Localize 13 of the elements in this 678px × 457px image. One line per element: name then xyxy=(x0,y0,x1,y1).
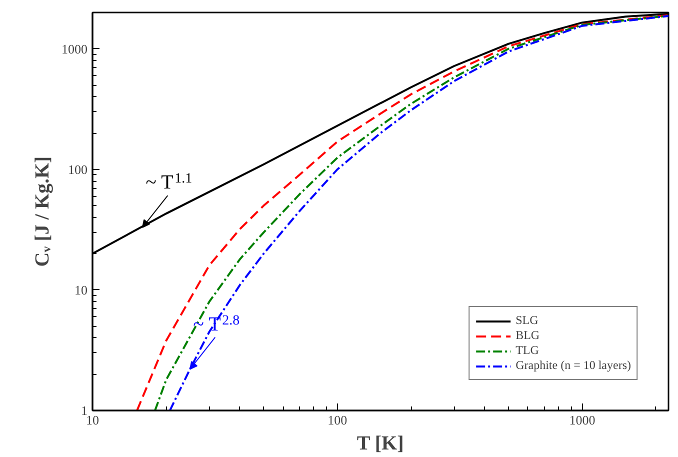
x-tick-label: 10 xyxy=(86,412,99,428)
y-tick-label: 1000 xyxy=(62,41,88,56)
x-axis-title: T [K] xyxy=(356,432,404,454)
x-tick-label: 100 xyxy=(328,412,348,428)
legend-label: Graphite (n = 10 layers) xyxy=(516,358,631,373)
x-tick-label: 1000 xyxy=(569,412,596,428)
legend-label: SLG xyxy=(516,313,538,328)
y-tick-label: 100 xyxy=(68,162,88,177)
legend-label: BLG xyxy=(516,328,540,343)
y-tick-label: 10 xyxy=(74,282,88,298)
y-axis-title: Cᵥ [J / Kg.K] xyxy=(32,156,54,267)
y-tick-label: 1 xyxy=(81,403,88,418)
legend-label: TLG xyxy=(516,343,539,358)
